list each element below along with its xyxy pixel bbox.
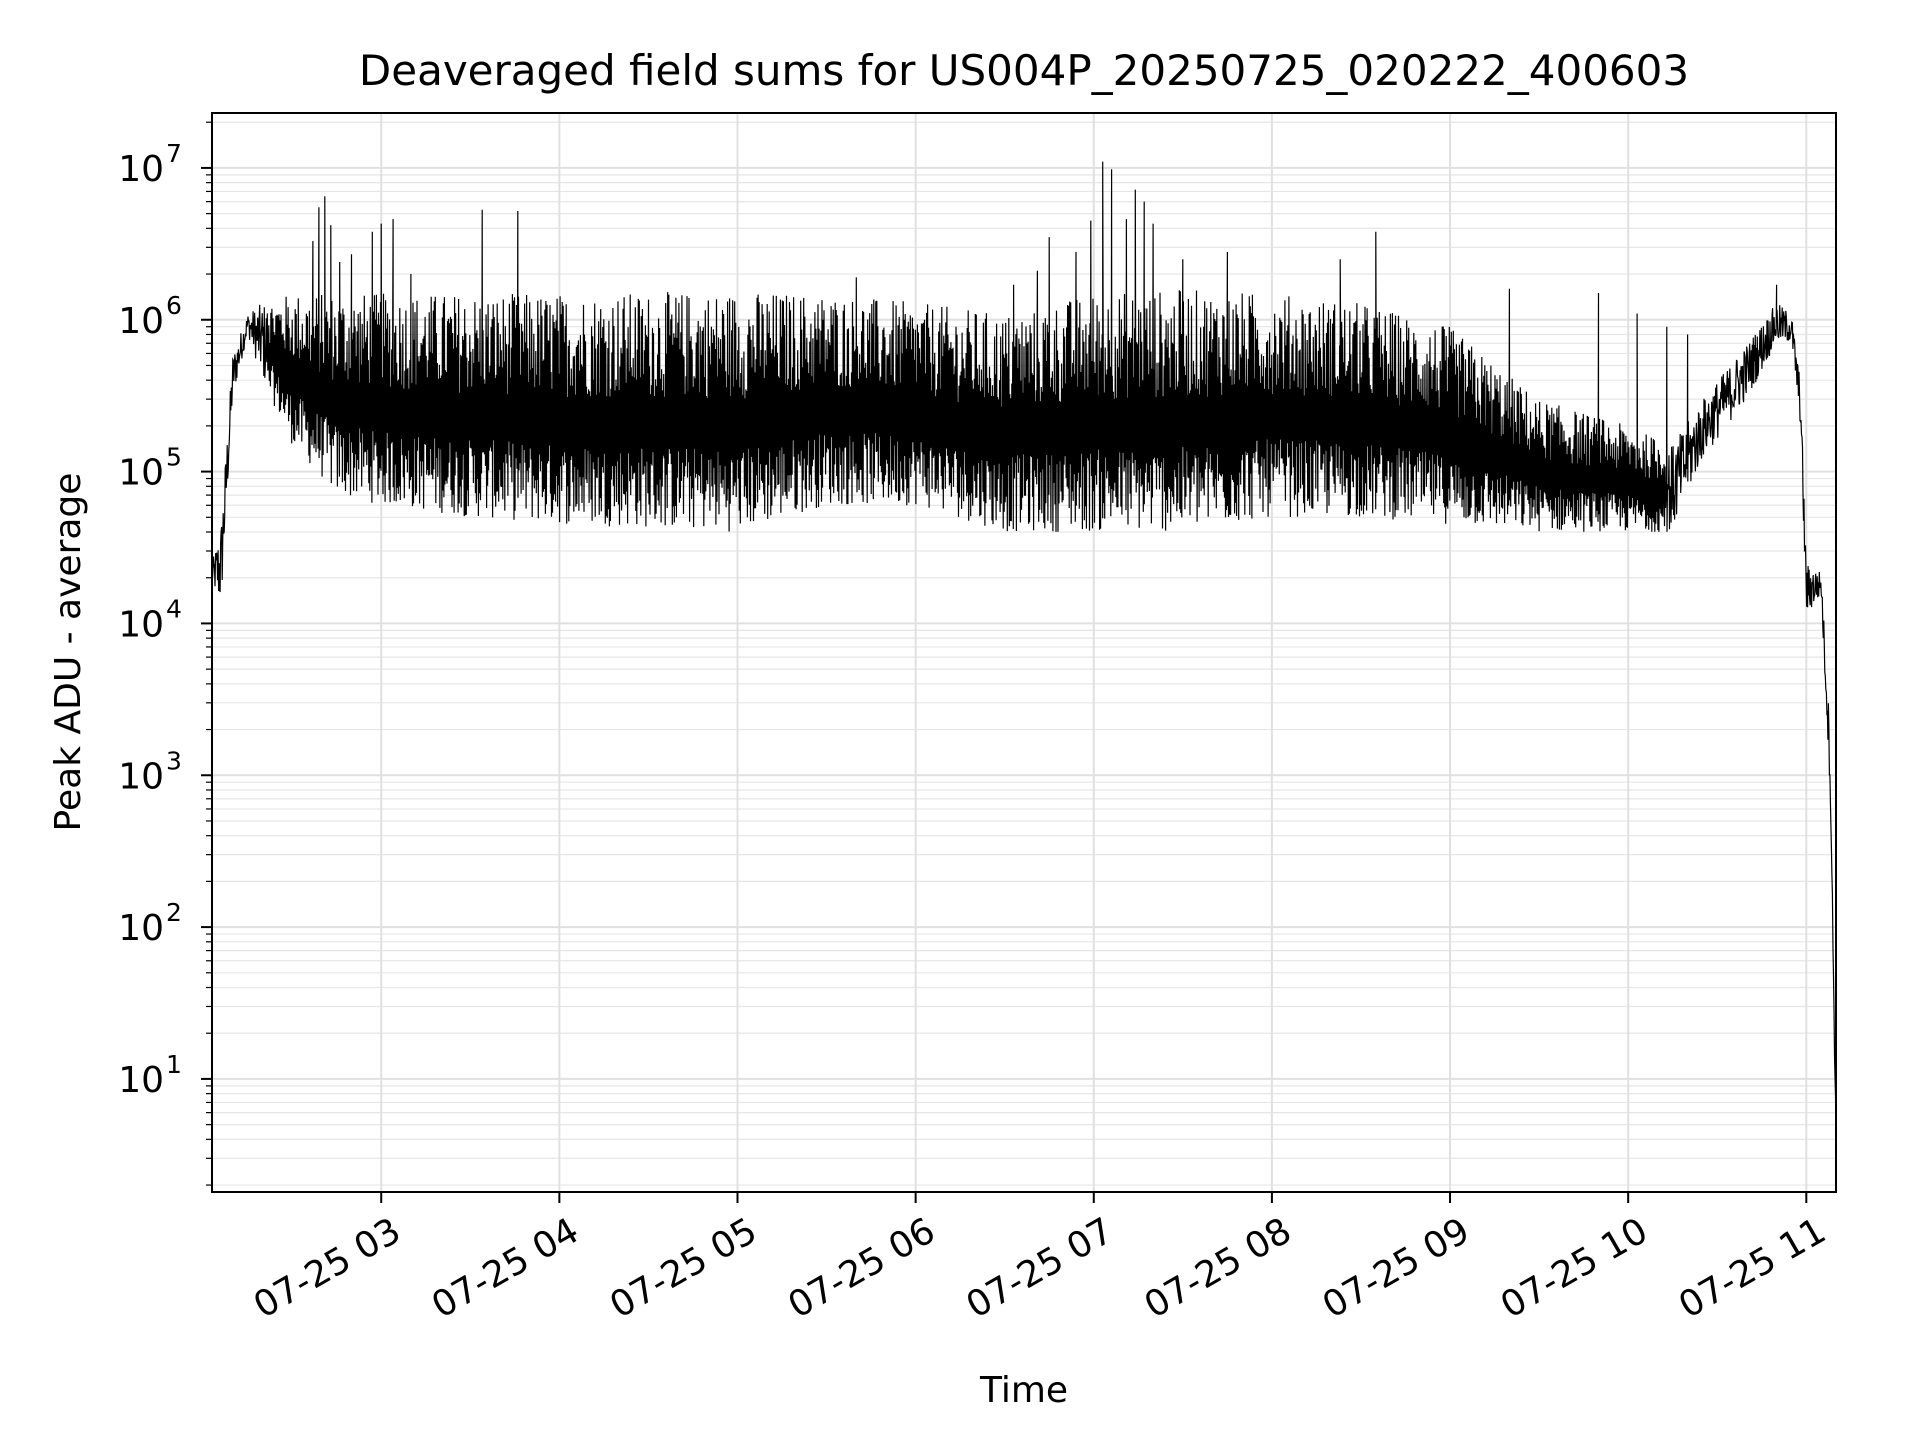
y-tick-exponent: 3 xyxy=(166,746,182,775)
y-tick-label: 10 xyxy=(118,301,164,342)
y-tick-label: 10 xyxy=(118,756,164,797)
y-tick-label: 10 xyxy=(118,453,164,494)
y-tick-exponent: 6 xyxy=(166,291,182,320)
y-axis-label: Peak ADU - average xyxy=(48,473,89,832)
plot-frame xyxy=(211,112,1837,1193)
x-axis-label: Time xyxy=(979,1370,1068,1411)
y-tick-label: 10 xyxy=(118,1060,164,1101)
y-tick-exponent: 7 xyxy=(166,139,182,168)
grid-lines xyxy=(212,113,1836,1192)
series-line xyxy=(211,161,1837,1139)
y-tick-exponent: 2 xyxy=(166,898,182,927)
y-tick-exponent: 1 xyxy=(166,1050,182,1079)
y-tick-label: 10 xyxy=(118,604,164,645)
chart-title: Deaveraged field sums for US004P_2025072… xyxy=(359,46,1689,95)
series-layer xyxy=(211,161,1837,1139)
y-tick-label: 10 xyxy=(118,149,164,190)
y-tick-exponent: 5 xyxy=(166,443,182,472)
y-tick-label: 10 xyxy=(118,908,164,949)
y-tick-exponent: 4 xyxy=(166,594,182,623)
